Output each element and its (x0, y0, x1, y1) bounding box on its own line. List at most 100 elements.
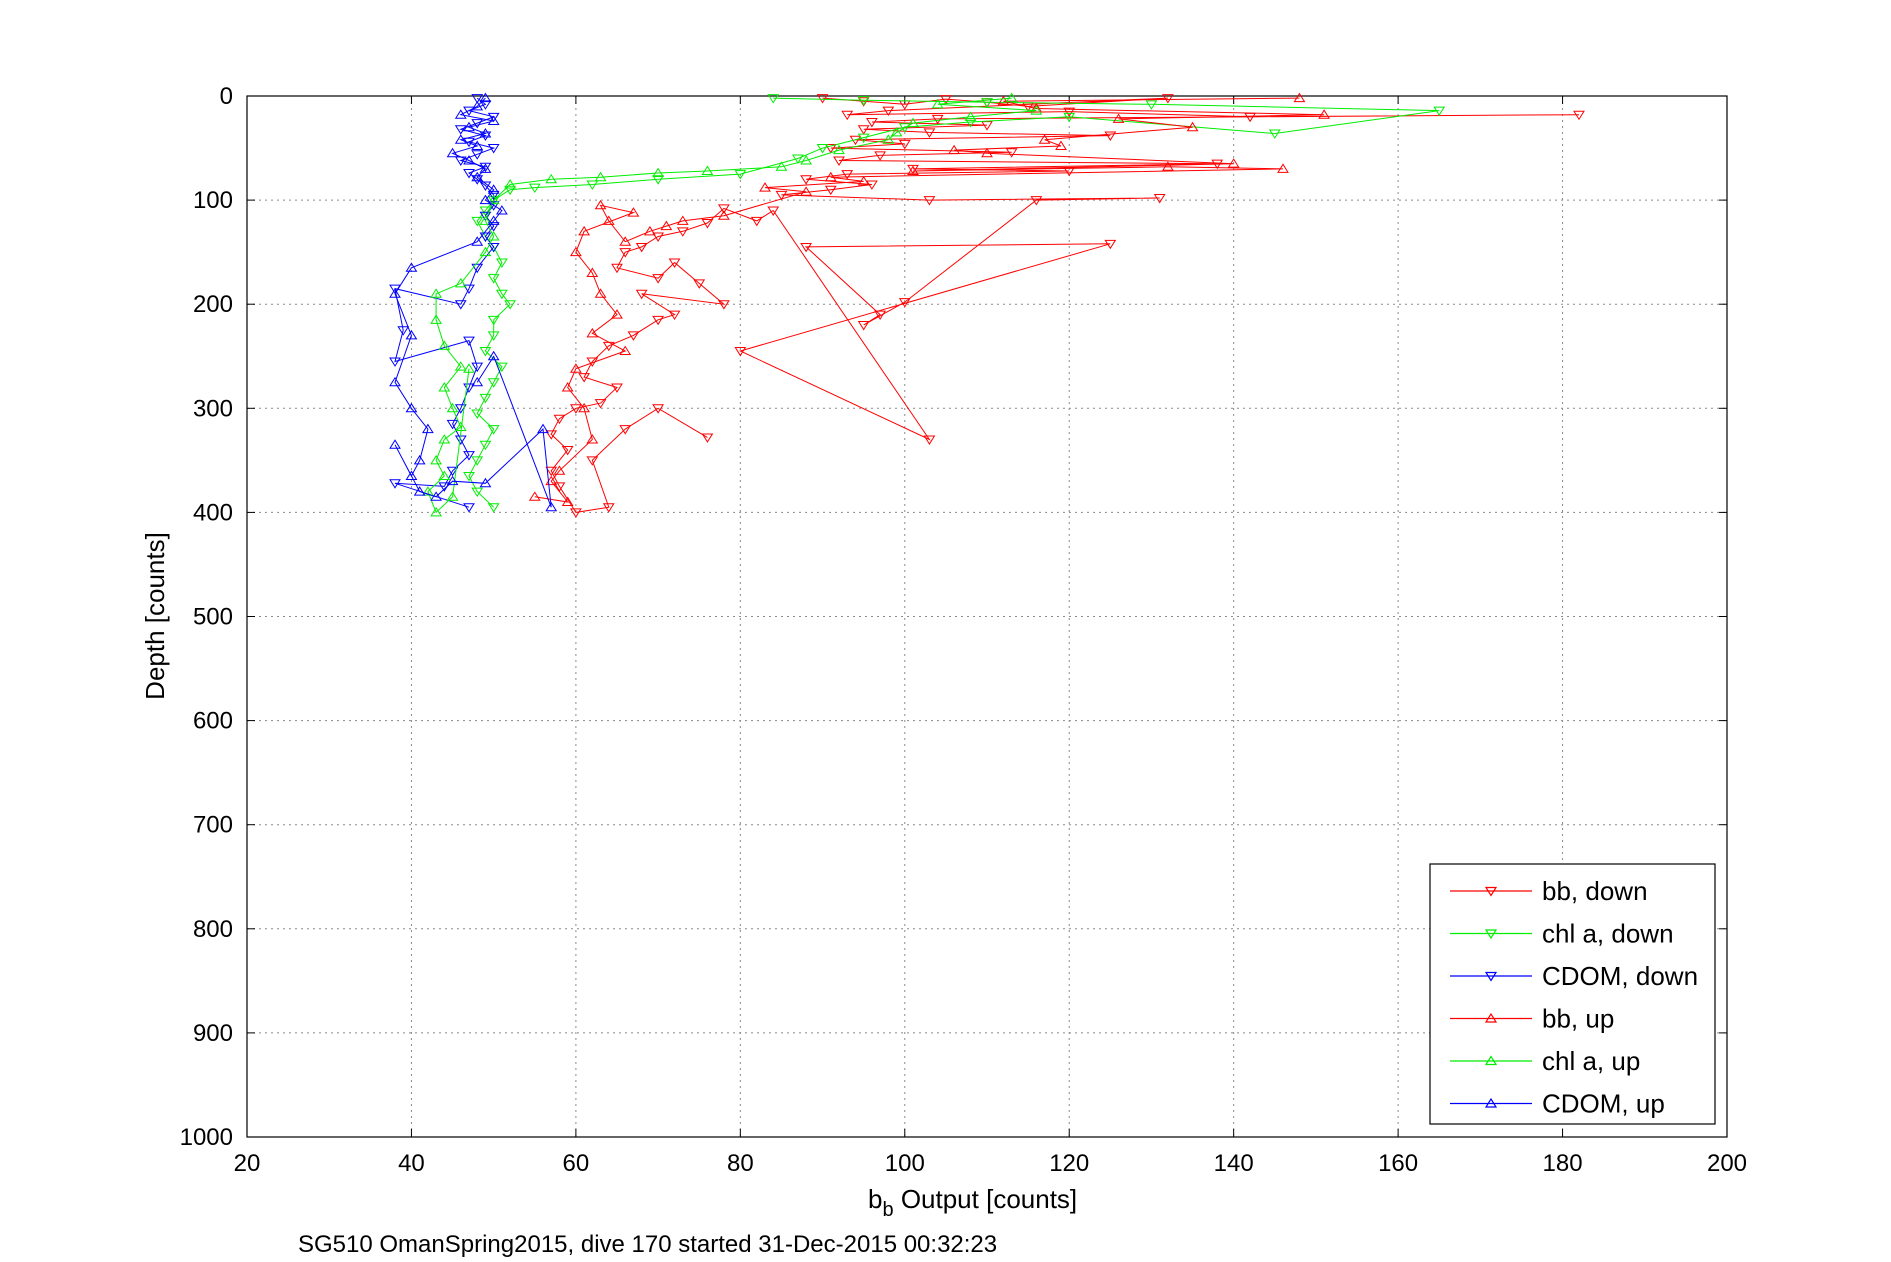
marker-triangle-down (463, 451, 475, 461)
marker-triangle-up (487, 194, 500, 205)
marker-triangle-down (479, 393, 492, 404)
y-tick-label: 600 (193, 708, 233, 735)
marker-triangle-up (701, 165, 714, 175)
marker-triangle-down (668, 258, 681, 269)
marker-triangle-up (1227, 158, 1240, 168)
marker-triangle-up (882, 134, 895, 144)
marker-triangle-down (479, 181, 492, 191)
marker-triangle-up (471, 100, 484, 111)
marker-triangle-down (479, 100, 492, 110)
marker-triangle-down (463, 169, 475, 179)
marker-triangle-down (701, 433, 714, 443)
legend-entry: CDOM, down (1450, 961, 1698, 991)
marker-triangle-down (652, 404, 665, 414)
marker-triangle-up (438, 434, 451, 444)
marker-triangle-up (545, 173, 558, 184)
marker-triangle-down (389, 479, 401, 489)
marker-triangle-up (561, 496, 574, 506)
marker-triangle-up (487, 350, 500, 361)
x-tick-label: 120 (1049, 1150, 1089, 1177)
marker-triangle-down (471, 487, 484, 498)
marker-triangle-down (898, 123, 911, 133)
marker-triangle-down (487, 222, 500, 232)
marker-triangle-down (487, 144, 500, 154)
marker-triangle-up (800, 155, 813, 165)
marker-triangle-down (923, 128, 936, 138)
marker-triangle-down (816, 144, 829, 154)
marker-triangle-down (454, 300, 467, 310)
marker-triangle-down (652, 315, 665, 326)
marker-triangle-up (405, 262, 418, 272)
x-axis-label: bb Output [counts] (868, 1184, 1077, 1221)
x-tick-label: 80 (727, 1150, 754, 1177)
marker-triangle-down (561, 445, 574, 456)
legend-entry: chl a, up (1450, 1046, 1640, 1076)
marker-triangle-down (619, 248, 632, 258)
marker-triangle-down (857, 321, 870, 331)
marker-triangle-down (767, 206, 780, 216)
marker-triangle-up (619, 236, 632, 246)
marker-triangle-down (1030, 196, 1043, 206)
y-tick-label: 200 (193, 291, 233, 318)
marker-triangle-up (890, 126, 903, 137)
marker-triangle-down (1005, 148, 1018, 158)
marker-triangle-up (611, 309, 623, 319)
marker-triangle-down (504, 185, 517, 196)
marker-triangle-up (471, 236, 484, 246)
marker-triangle-up (405, 402, 418, 413)
marker-triangle-up (389, 288, 401, 298)
y-tick-label: 400 (193, 499, 233, 526)
marker-triangle-up (487, 231, 500, 241)
marker-triangle-up (495, 205, 508, 215)
y-tick-label: 0 (220, 83, 233, 110)
marker-triangle-down (487, 331, 500, 341)
marker-triangle-down (487, 378, 500, 388)
marker-triangle-down (487, 503, 500, 513)
marker-triangle-down (800, 242, 813, 253)
marker-triangle-up (553, 465, 566, 475)
marker-triangle-up (479, 194, 492, 205)
figure-caption: SG510 OmanSpring2015, dive 170 started 3… (298, 1231, 997, 1258)
marker-triangle-up (1005, 92, 1018, 103)
marker-triangle-up (824, 171, 837, 182)
marker-triangle-down (586, 456, 599, 466)
legend-marker (1484, 929, 1498, 940)
marker-triangle-up (430, 506, 443, 517)
marker-triangle-up (586, 434, 599, 444)
marker-triangle-up (446, 147, 459, 158)
y-tick-label: 1000 (180, 1124, 233, 1151)
marker-triangle-down (504, 300, 517, 310)
marker-triangle-down (1268, 129, 1281, 139)
marker-triangle-down (898, 298, 911, 308)
marker-triangle-down (874, 151, 887, 161)
marker-triangle-down (652, 175, 665, 185)
marker-triangle-up (389, 439, 401, 449)
marker-triangle-up (389, 376, 401, 387)
marker-triangle-up (948, 144, 961, 155)
x-tick-label: 20 (234, 1150, 261, 1177)
legend-label: chl a, down (1542, 919, 1674, 949)
marker-triangle-down (495, 289, 508, 300)
marker-triangle-down (487, 425, 500, 435)
marker-triangle-up (652, 167, 665, 178)
legend-box (1429, 863, 1716, 1125)
marker-triangle-up (1186, 121, 1199, 132)
marker-triangle-up (421, 486, 434, 496)
marker-triangle-down (479, 347, 492, 357)
marker-triangle-up (446, 402, 459, 413)
marker-triangle-up (487, 115, 500, 125)
marker-triangle-up (479, 163, 492, 173)
marker-triangle-down (668, 310, 681, 321)
marker-triangle-down (471, 94, 484, 104)
marker-triangle-down (981, 98, 993, 108)
marker-triangle-up (578, 225, 591, 236)
marker-triangle-down (545, 466, 558, 477)
marker-triangle-up (594, 288, 607, 298)
marker-triangle-down (824, 144, 837, 154)
marker-triangle-down (816, 94, 829, 104)
y-tick-label: 700 (193, 812, 233, 839)
marker-triangle-down (833, 156, 845, 166)
marker-triangle-up (907, 165, 919, 175)
marker-triangle-up (479, 215, 492, 225)
